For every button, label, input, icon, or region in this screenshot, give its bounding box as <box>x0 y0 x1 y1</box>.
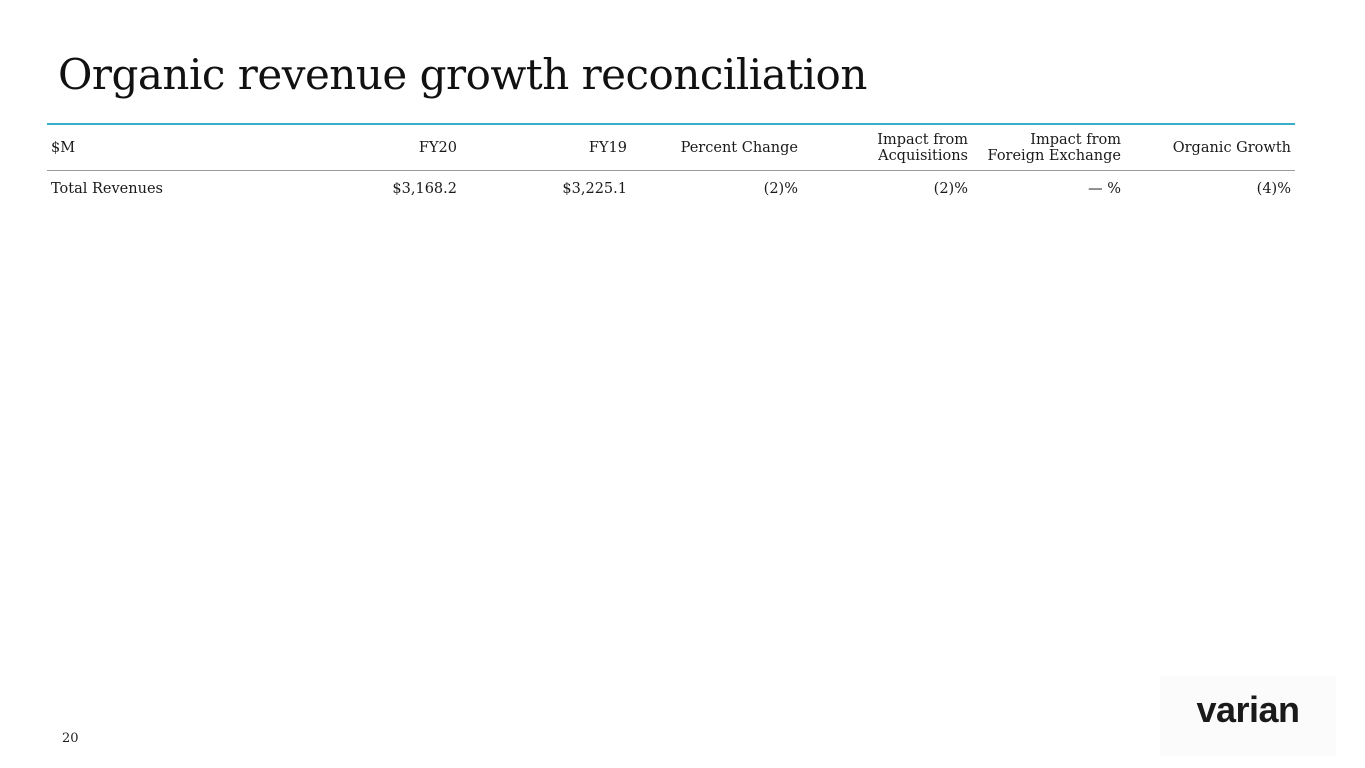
cell-acquisitions: (2)% <box>933 181 968 197</box>
row-label: Total Revenues <box>51 181 163 197</box>
header-fx-line2: Foreign Exchange <box>987 147 1121 164</box>
logo-text: varian <box>1196 689 1299 730</box>
header-impact-acquisitions: Impact from Acquisitions <box>877 132 968 164</box>
header-acq-line1: Impact from <box>877 131 968 148</box>
header-impact-fx: Impact from Foreign Exchange <box>988 132 1121 164</box>
page-title: Organic revenue growth reconciliation <box>58 50 867 99</box>
varian-logo: varian <box>1160 676 1336 756</box>
reconciliation-table: $M FY20 FY19 Percent Change Impact from … <box>47 123 1295 207</box>
table-row: Total Revenues $3,168.2 $3,225.1 (2)% (2… <box>47 171 1295 207</box>
header-fx-line1: Impact from <box>1030 131 1121 148</box>
table-top-rule <box>47 123 1295 125</box>
cell-organic-growth: (4)% <box>1256 181 1291 197</box>
cell-fy20: $3,168.2 <box>392 181 457 197</box>
page-number: 20 <box>62 731 79 746</box>
cell-fx: — % <box>1088 181 1121 197</box>
table-header-rule <box>47 170 1295 171</box>
header-fy19: FY19 <box>588 139 627 156</box>
header-fy20: FY20 <box>418 139 457 156</box>
header-acq-line2: Acquisitions <box>878 147 968 164</box>
header-label: $M <box>51 139 76 156</box>
cell-percent-change: (2)% <box>763 181 798 197</box>
header-percent-change: Percent Change <box>680 139 798 156</box>
table-header-row: $M FY20 FY19 Percent Change Impact from … <box>47 125 1295 170</box>
header-organic-growth: Organic Growth <box>1172 139 1291 156</box>
cell-fy19: $3,225.1 <box>562 181 627 197</box>
